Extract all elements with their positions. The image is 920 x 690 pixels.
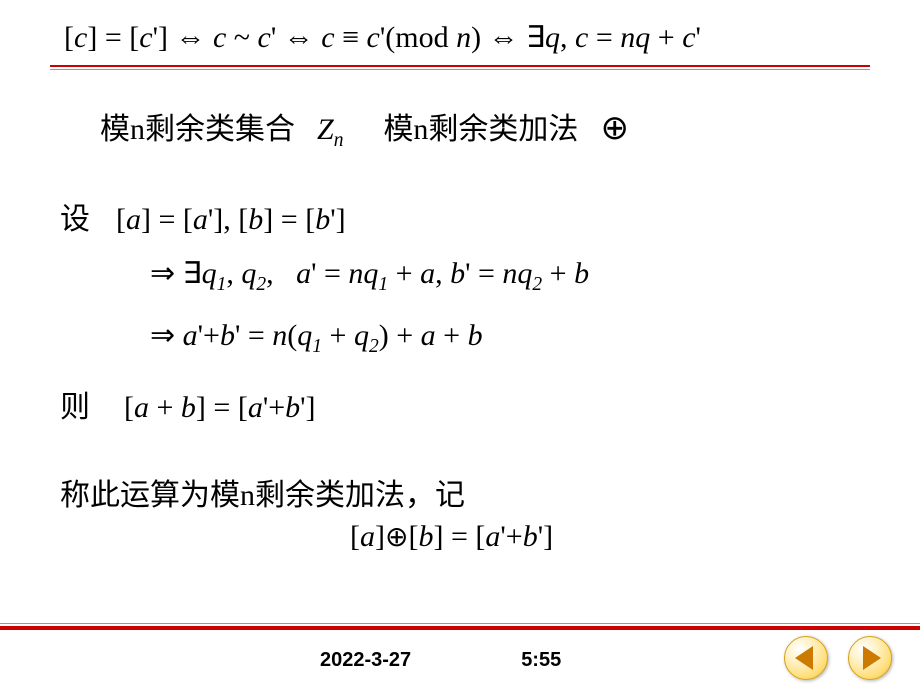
final-text: 称此运算为模n剩余类加法，记 (60, 470, 465, 514)
arrow-right-icon (863, 646, 881, 670)
final-text-row: 称此运算为模n剩余类加法，记 (50, 470, 870, 514)
footer-time: 5:55 (521, 649, 561, 672)
symbol-Zn: Zn (317, 113, 343, 152)
implication-1: ⇒ ∃q1, q2, a' = nq1 + a, b' = nq2 + b (50, 256, 870, 296)
oplus-symbol: ⊕ (600, 108, 629, 148)
label-then: 则 (60, 382, 90, 426)
prev-button[interactable] (784, 636, 828, 680)
arrow-left-icon (795, 646, 813, 670)
nav-buttons (784, 636, 892, 680)
conclusion-row: 则 [a + b] = [a'+b'] (50, 382, 870, 426)
top-equation: [c] = [c'] ⇔ c ~ c' ⇔ c ≡ c'(mod n) ⇔ ∃q… (50, 20, 870, 65)
slide-content: [c] = [c'] ⇔ c ~ c' ⇔ c ≡ c'(mod n) ⇔ ∃q… (0, 0, 920, 554)
implication-2: ⇒ a'+b' = n(q1 + q2) + a + b (50, 318, 870, 358)
footer: 2022-3-27 5:55 (0, 649, 920, 672)
premise-row: 设 [a] = [a'], [b] = [b'] (50, 194, 870, 238)
next-button[interactable] (848, 636, 892, 680)
final-equation: [a]⊕[b] = [a'+b'] (50, 520, 870, 554)
conclusion-eq: [a + b] = [a'+b'] (124, 391, 316, 425)
label-residue-add: 模n剩余类加法 (383, 104, 578, 148)
top-rule-thin (50, 69, 870, 70)
top-rule-red (50, 65, 870, 67)
footer-date: 2022-3-27 (320, 649, 411, 672)
premise-eq: [a] = [a'], [b] = [b'] (116, 203, 346, 237)
footer-rule (0, 623, 920, 630)
label-residue-set: 模n剩余类集合 (100, 104, 295, 148)
label-suppose: 设 (60, 194, 90, 238)
definitions-row: 模n剩余类集合 Zn 模n剩余类加法 ⊕ (50, 104, 870, 152)
